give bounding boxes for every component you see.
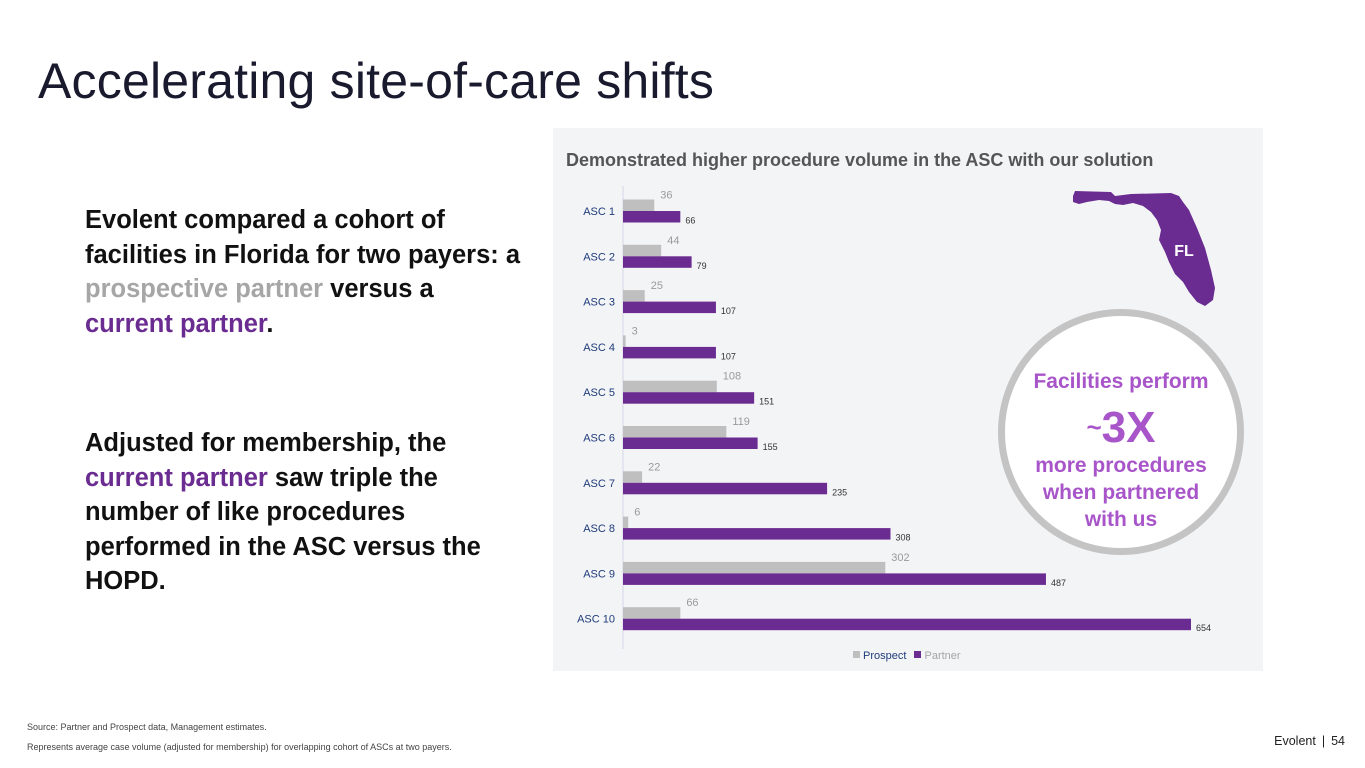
finding-text-end: saw triple the number of like procedures… <box>85 463 481 596</box>
bar-partner <box>623 573 1046 585</box>
data-label-prospect: 108 <box>723 371 741 383</box>
category-label: ASC 3 <box>583 297 615 309</box>
current-partner-highlight: current partner <box>85 309 267 338</box>
footnote-source: Source: Partner and Prospect data, Manag… <box>27 722 267 732</box>
data-label-partner: 155 <box>763 442 778 452</box>
bar-prospect <box>623 426 727 438</box>
finding-text-start: Adjusted for membership, the <box>85 429 447 457</box>
legend-label-prospect: Prospect <box>863 650 907 662</box>
bar-prospect <box>623 380 717 393</box>
bar-partner <box>623 256 692 268</box>
callout-line1: Facilities perform <box>1033 370 1209 393</box>
bar-prospect <box>623 290 645 302</box>
prospective-partner-highlight: prospective partner <box>85 275 324 303</box>
bar-partner <box>623 437 758 449</box>
data-label-prospect: 3 <box>632 325 638 337</box>
data-label-partner: 66 <box>685 216 695 226</box>
bar-prospect <box>623 335 626 347</box>
bar-partner <box>623 211 681 223</box>
category-label: ASC 4 <box>583 342 615 354</box>
data-label-partner: 487 <box>1051 578 1066 588</box>
bar-partner <box>623 346 716 359</box>
chart-title: Demonstrated higher procedure volume in … <box>566 150 1154 170</box>
florida-map-icon: FL <box>1073 191 1215 306</box>
data-label-prospect: 36 <box>660 190 672 202</box>
bar-prospect <box>623 471 643 483</box>
legend-swatch-partner <box>914 651 922 658</box>
data-label-partner: 235 <box>832 487 847 497</box>
data-label-partner: 107 <box>721 306 736 316</box>
data-label-prospect: 119 <box>732 416 750 428</box>
data-label-partner: 107 <box>721 351 736 361</box>
bar-prospect <box>623 244 662 257</box>
data-label-partner: 654 <box>1196 623 1211 633</box>
bar-chart: ASC 1 36 66 ASC 2 44 79 ASC 3 25 107 ASC 4 3 107 ASC… <box>577 186 1211 649</box>
state-label: FL <box>1174 243 1194 260</box>
bar-prospect <box>623 561 886 574</box>
data-label-prospect: 66 <box>686 597 698 609</box>
intro-text-start: Evolent compared a cohort of facilities … <box>85 206 521 269</box>
brand-name: Evolent <box>1274 734 1316 748</box>
bar-partner <box>623 482 828 495</box>
data-label-prospect: 25 <box>651 280 663 292</box>
category-label: ASC 7 <box>583 478 615 490</box>
chart-legend: Prospect Partner <box>853 650 966 662</box>
category-label: ASC 9 <box>583 568 615 580</box>
footnote-method: Represents average case volume (adjusted… <box>27 742 452 752</box>
intro-text-middle: versus a <box>323 275 434 303</box>
data-label-partner: 79 <box>697 261 707 271</box>
legend-item-partner: Partner <box>914 650 961 662</box>
bar-prospect <box>623 199 655 211</box>
data-label-prospect: 302 <box>891 552 909 564</box>
page-reference: Evolent | 54 <box>1274 734 1345 748</box>
legend-label-partner: Partner <box>924 650 961 662</box>
bar-partner <box>623 618 1191 631</box>
category-label: ASC 8 <box>583 523 615 535</box>
page-separator: | <box>1321 734 1326 748</box>
data-label-prospect: 22 <box>648 461 660 473</box>
data-label-prospect: 44 <box>667 235 679 247</box>
chart-panel: Demonstrated higher procedure volume in … <box>553 128 1263 671</box>
intro-paragraph: Evolent compared a cohort of facilities … <box>85 203 525 341</box>
legend-item-prospect: Prospect <box>853 650 906 662</box>
bar-prospect <box>623 607 681 619</box>
bar-prospect <box>623 516 629 529</box>
callout-big-number: 3X <box>1101 403 1156 452</box>
bar-partner <box>623 392 755 404</box>
legend-swatch-prospect <box>853 651 860 658</box>
category-label: ASC 1 <box>583 206 615 218</box>
callout-multiplier: ~3X <box>1005 403 1237 453</box>
callout-line3: more procedures when partnered with us <box>1035 454 1207 531</box>
data-label-partner: 151 <box>759 397 774 407</box>
data-label-prospect: 6 <box>634 507 640 519</box>
category-label: ASC 6 <box>583 433 615 445</box>
category-label: ASC 10 <box>577 614 615 626</box>
bar-partner <box>623 528 891 540</box>
data-label-partner: 308 <box>895 533 910 543</box>
current-partner-highlight-2: current partner <box>85 463 268 492</box>
callout-circle: Facilities perform ~3X more procedures w… <box>998 309 1244 555</box>
category-label: ASC 2 <box>583 251 615 263</box>
category-label: ASC 5 <box>583 387 615 399</box>
page-number: 54 <box>1331 734 1345 748</box>
callout-tilde: ~ <box>1086 412 1102 442</box>
intro-text-end: . <box>266 309 274 338</box>
bar-partner <box>623 301 716 314</box>
finding-paragraph: Adjusted for membership, the current par… <box>85 426 525 599</box>
page-title: Accelerating site-of-care shifts <box>38 53 715 109</box>
